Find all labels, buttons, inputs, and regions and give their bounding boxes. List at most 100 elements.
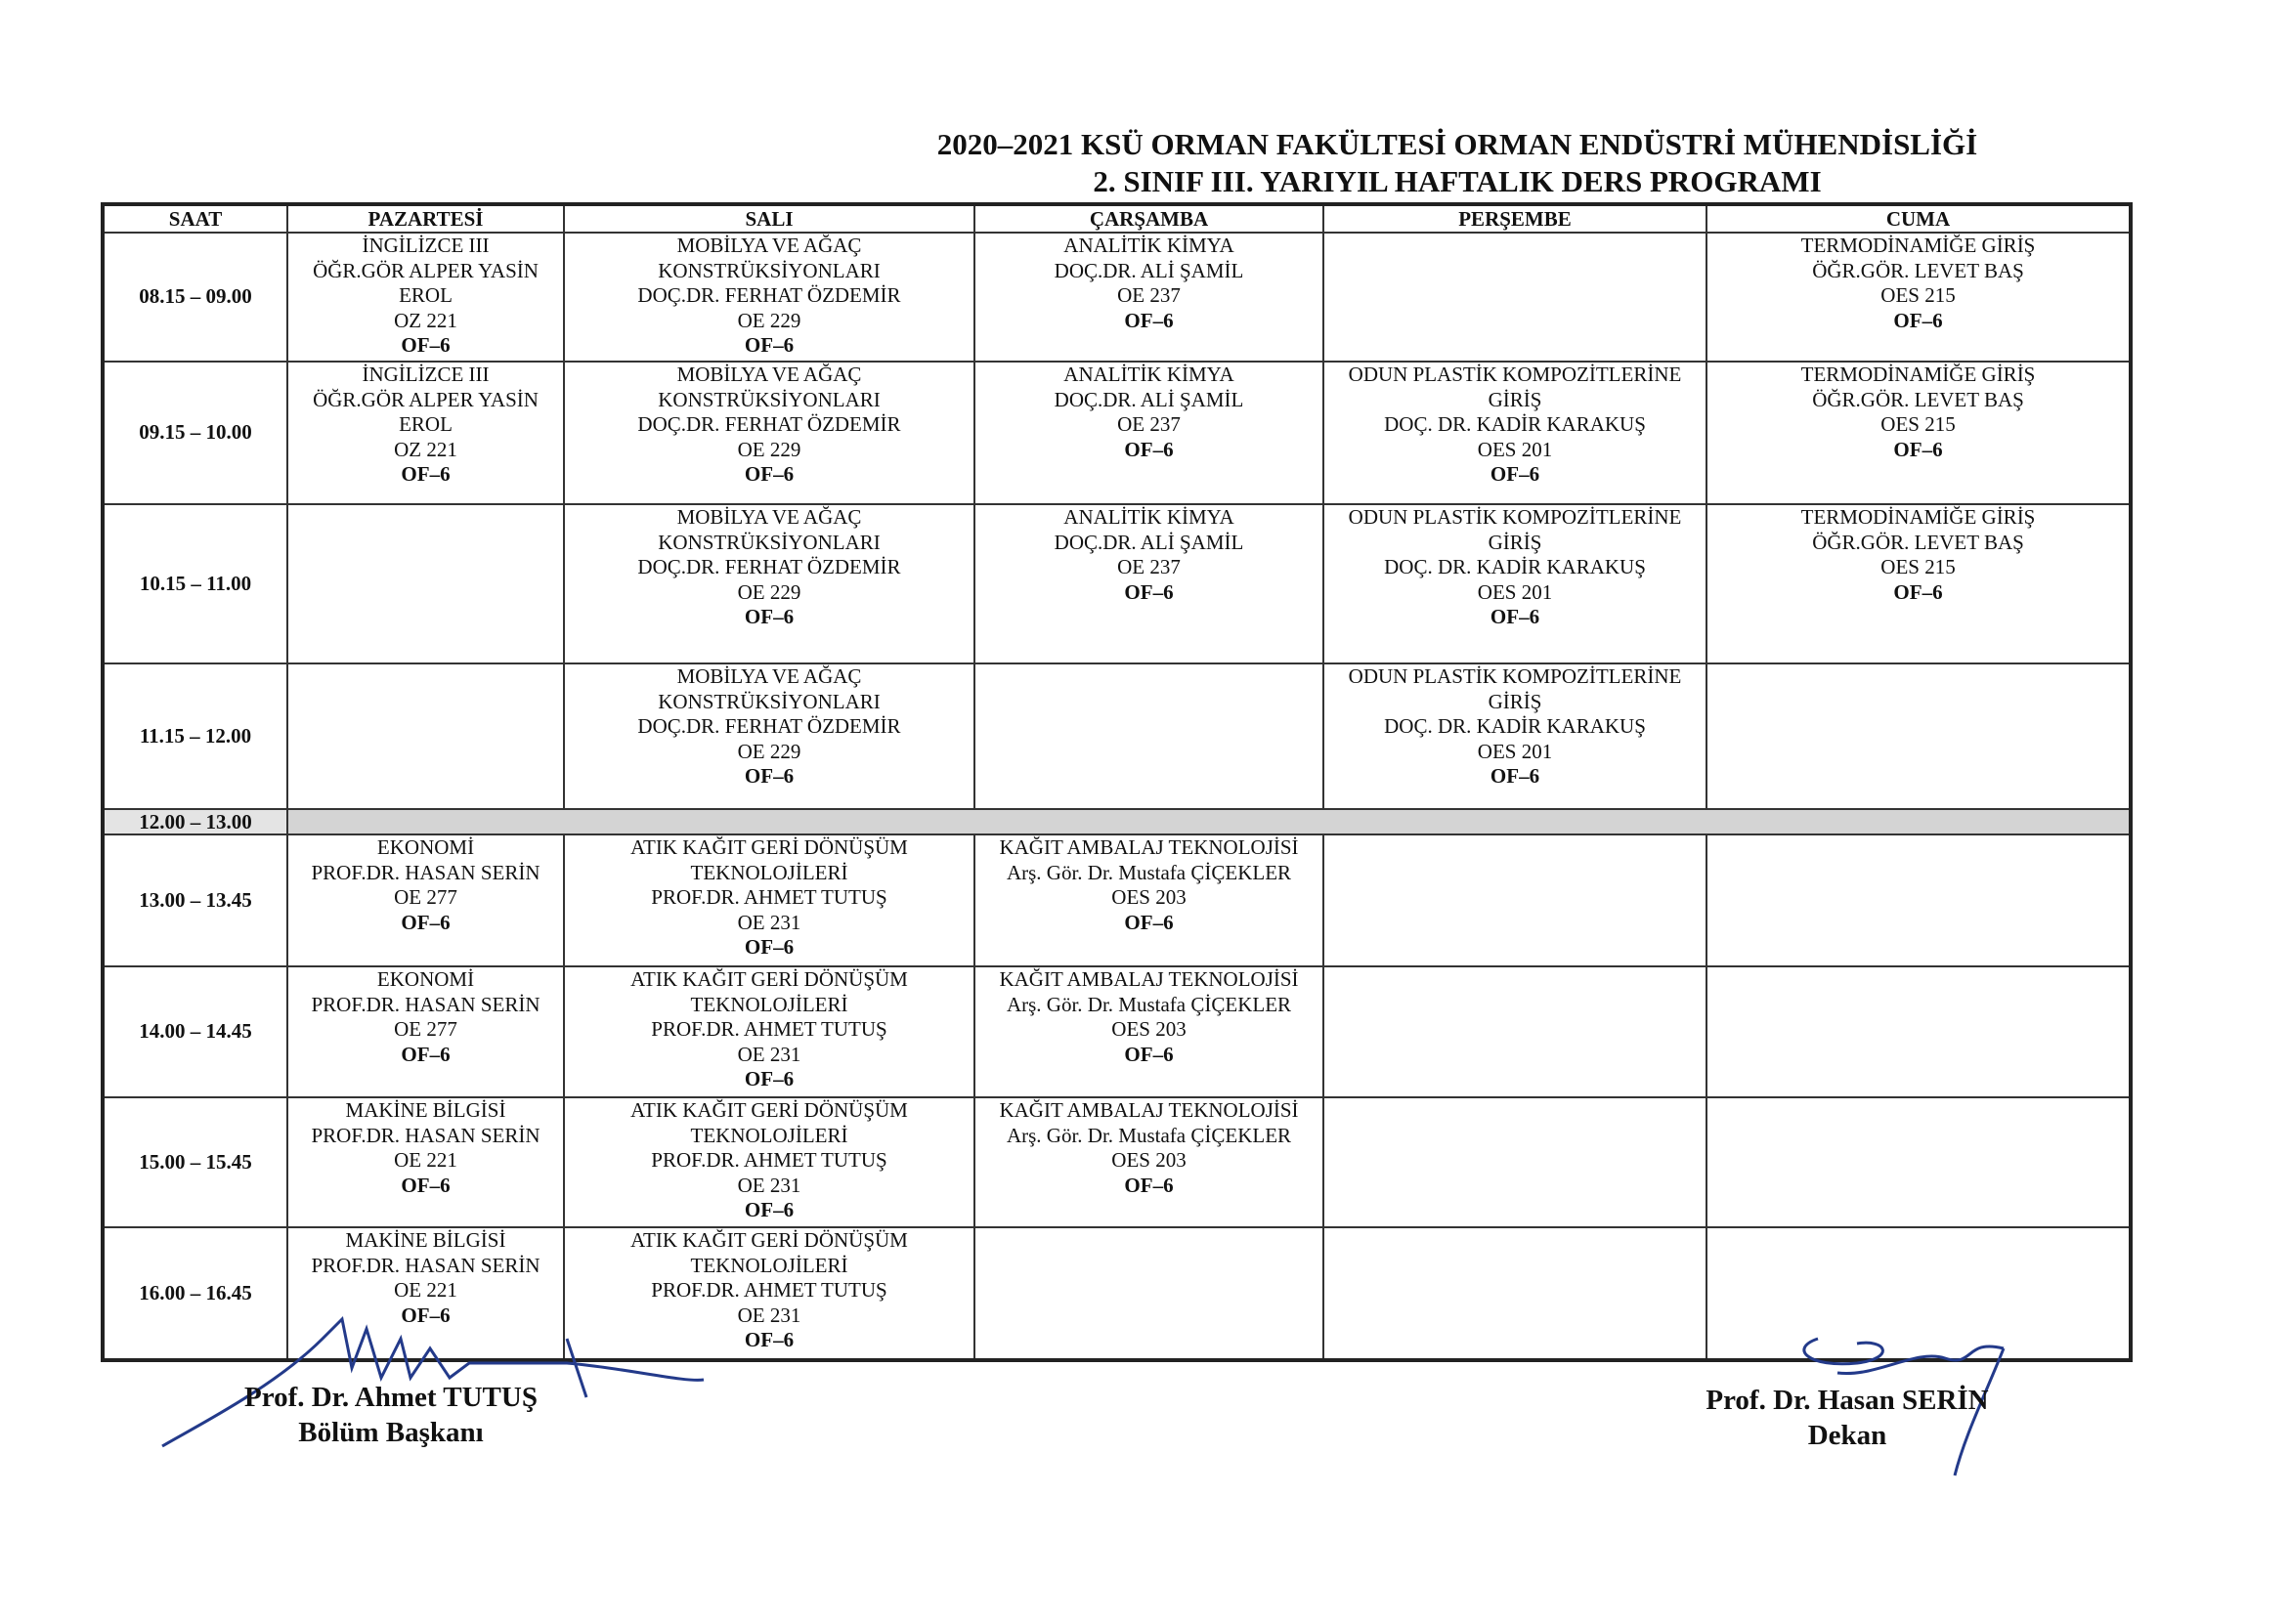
course-detail: PROF.DR. AHMET TUTUŞ [651,1278,887,1302]
course-detail: OES 215 [1880,555,1956,578]
signer-name-right: Prof. Dr. Hasan SERİN [1706,1385,1989,1416]
course-detail: DOÇ.DR. ALİ ŞAMİL [1054,530,1244,554]
classroom-code: OF–6 [401,1173,451,1197]
classroom-code: OF–6 [744,605,795,628]
classroom-code: OF–6 [1893,308,1943,332]
classroom-code: OF–6 [1490,605,1540,628]
classroom-code: OF–6 [744,764,795,788]
column-header-time: SAAT [102,203,288,234]
empty-cell [1706,1226,2132,1361]
column-header-tuesday: SALI [563,203,975,234]
classroom-code: OF–6 [1893,579,1943,604]
course-name: EKONOMİ [376,835,475,859]
classroom-code: OF–6 [744,462,795,486]
table-row: 08.15 – 09.00 İNGİLİZCE III ÖĞR.GÖR ALPER … [102,232,2132,363]
course-detail: OE 229 [737,739,801,763]
course-detail: ÖĞR.GÖR ALPER YASİN [313,387,539,411]
course-detail: OZ 221 [394,308,457,332]
course-detail: OE 221 [394,1148,457,1172]
empty-cell [1706,662,2132,810]
course-cell: İNGİLİZCE III ÖĞR.GÖR ALPER YASİN EROL OZ 2… [286,361,565,505]
course-detail: OE 231 [737,1303,801,1327]
course-detail: PROF.DR. HASAN SERİN [311,1253,540,1277]
signature-right: Prof. Dr. Hasan SERİN Dekan [1671,1383,2023,1453]
course-cell: MOBİLYA VE AĞAÇ KONSTRÜKSİYONLARI DOÇ.DR. … [563,662,975,810]
course-cell: ATIK KAĞIT GERİ DÖNÜŞÜM TEKNOLOJİLERİ PROF… [563,833,975,967]
classroom-code: OF–6 [744,1198,795,1221]
course-cell: ATIK KAĞIT GERİ DÖNÜŞÜM TEKNOLOJİLERİ PROF… [563,1096,975,1228]
course-cell: KAĞIT AMBALAJ TEKNOLOJİSİ Arş. Gör. Dr. M… [973,965,1324,1098]
classroom-code: OF–6 [744,333,795,357]
course-detail: DOÇ. DR. KADİR KARAKUŞ [1384,412,1646,436]
table-row: 14.00 – 14.45 EKONOMİ PROF.DR. HASAN SERİN… [102,965,2132,1098]
empty-cell [1322,1096,1707,1228]
course-cell: MAKİNE BİLGİSİ PROF.DR. HASAN SERİN OE 221… [286,1226,565,1361]
classroom-code: OF–6 [1124,308,1174,332]
course-cell: ATIK KAĞIT GERİ DÖNÜŞÜM TEKNOLOJİLERİ PROF… [563,1226,975,1361]
empty-cell [1706,1096,2132,1228]
classroom-code: OF–6 [1124,1042,1174,1066]
signer-name-left: Prof. Dr. Ahmet TUTUŞ [244,1382,538,1413]
time-slot: 08.15 – 09.00 [102,232,288,363]
empty-cell [1322,1226,1707,1361]
classroom-code: OF–6 [744,1067,795,1090]
time-slot: 13.00 – 13.45 [102,833,288,967]
classroom-code: OF–6 [401,462,451,486]
course-name: ANALİTİK KİMYA [1063,505,1234,529]
classroom-code: OF–6 [1893,437,1943,461]
course-name: ATIK KAĞIT GERİ DÖNÜŞÜM [630,967,908,991]
classroom-code: OF–6 [744,935,795,959]
course-detail: OES 203 [1111,1017,1187,1041]
table-row: 09.15 – 10.00 İNGİLİZCE III ÖĞR.GÖR ALPER … [102,361,2132,505]
empty-cell [1706,833,2132,967]
course-detail: OE 229 [737,437,801,461]
course-cell: ODUN PLASTİK KOMPOZİTLERİNE GİRİŞ DOÇ. DR.… [1322,361,1707,505]
classroom-code: OF–6 [1124,437,1174,461]
course-detail: KONSTRÜKSİYONLARI [658,689,881,713]
course-detail: GİRİŞ [1488,387,1542,411]
course-detail: OE 237 [1117,555,1181,578]
course-detail: TEKNOLOJİLERİ [690,1123,848,1147]
course-detail: DOÇ.DR. FERHAT ÖZDEMİR [637,714,901,738]
course-detail: EROL [399,412,453,436]
course-cell: ANALİTİK KİMYA DOÇ.DR. ALİ ŞAMİL OE 237 OF–… [973,503,1324,664]
course-detail: OE 221 [394,1278,457,1302]
course-detail: PROF.DR. AHMET TUTUŞ [651,1017,887,1041]
course-name: MOBİLYA VE AĞAÇ [676,664,862,688]
course-detail: KONSTRÜKSİYONLARI [658,387,881,411]
classroom-code: OF–6 [744,1328,795,1351]
course-detail: KONSTRÜKSİYONLARI [658,530,881,554]
course-cell: ANALİTİK KİMYA DOÇ.DR. ALİ ŞAMİL OE 237 OF–… [973,232,1324,363]
time-slot: 15.00 – 15.45 [102,1096,288,1228]
document-subtitle: 2. SINIF III. YARIYIL HAFTALIK DERS PROG… [1093,164,1822,198]
table-row: 15.00 – 15.45 MAKİNE BİLGİSİ PROF.DR. HASA… [102,1096,2132,1228]
course-detail: DOÇ.DR. FERHAT ÖZDEMİR [637,412,901,436]
course-name: ATIK KAĞIT GERİ DÖNÜŞÜM [630,1228,908,1252]
course-detail: GİRİŞ [1488,530,1542,554]
course-name: MOBİLYA VE AĞAÇ [676,363,862,386]
course-detail: ÖĞR.GÖR. LEVET BAŞ [1812,387,2024,411]
course-name: ATIK KAĞIT GERİ DÖNÜŞÜM [630,835,908,859]
course-detail: DOÇ.DR. FERHAT ÖZDEMİR [637,283,901,307]
course-detail: OZ 221 [394,437,457,461]
course-cell: ATIK KAĞIT GERİ DÖNÜŞÜM TEKNOLOJİLERİ PROF… [563,965,975,1098]
course-detail: OE 231 [737,910,801,934]
header-row: SAAT PAZARTESİ SALI ÇARŞAMBA PERŞEMBE CU… [102,203,2132,234]
time-slot: 10.15 – 11.00 [102,503,288,664]
classroom-code: OF–6 [401,1303,451,1327]
course-cell: İNGİLİZCE III ÖĞR.GÖR ALPER YASİN EROL OZ 2… [286,232,565,363]
empty-cell [973,1226,1324,1361]
course-name: EKONOMİ [376,967,475,991]
course-detail: Arş. Gör. Dr. Mustafa ÇİÇEKLER [1006,860,1292,884]
course-cell: MAKİNE BİLGİSİ PROF.DR. HASAN SERİN OE 221… [286,1096,565,1228]
column-header-friday: CUMA [1706,203,2132,234]
course-name: ATIK KAĞIT GERİ DÖNÜŞÜM [630,1098,908,1122]
course-cell: ODUN PLASTİK KOMPOZİTLERİNE GİRİŞ DOÇ. DR.… [1322,503,1707,664]
course-detail: OE 277 [394,885,457,909]
signature-left-icon [161,1315,705,1448]
course-name: TERMODİNAMİĞE GİRİŞ [1800,234,2036,257]
course-cell: TERMODİNAMİĞE GİRİŞ ÖĞR.GÖR. LEVET BAŞ OES… [1706,503,2132,664]
course-detail: OE 231 [737,1042,801,1066]
course-cell: MOBİLYA VE AĞAÇ KONSTRÜKSİYONLARI DOÇ.DR. … [563,503,975,664]
course-detail: PROF.DR. HASAN SERİN [311,860,540,884]
